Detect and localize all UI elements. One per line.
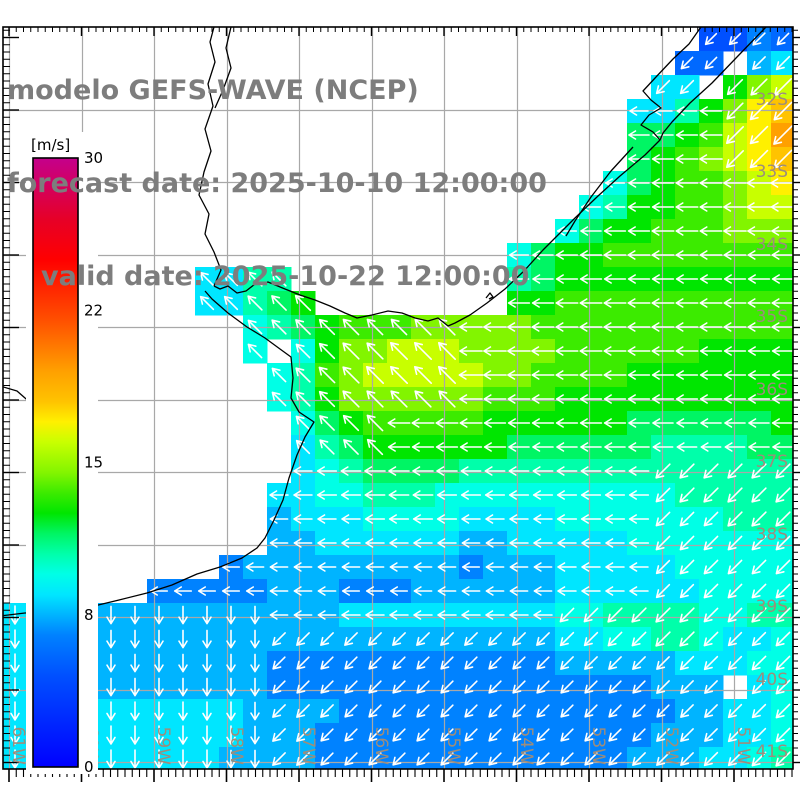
title-valid-line: valid date: 2025-10-22 12:00:00 [41,261,530,292]
mirim-line [565,146,634,237]
lat-label: 38S [756,525,788,545]
colorbar-tick-label: 0 [84,758,94,776]
title-model-line: modelo GEFS-WAVE (NCEP) [7,75,419,106]
lat-label: 41S [756,742,788,762]
lon-label: 52W [661,727,681,766]
colorbar-unit-label: [m/s] [31,136,70,154]
lon-label: 58W [226,727,246,766]
lat-label: 32S [756,90,788,110]
lon-label: 61W [8,727,28,766]
atlantic-coast [213,27,767,327]
lon-label: 51W [733,727,753,766]
islet-mark [485,292,494,300]
lat-label: 39S [756,597,788,617]
lat-label: 33S [756,162,788,182]
lat-label: 40S [756,670,788,690]
river-branch [214,27,232,109]
geo-labels-layer: 32S33S34S35S36S37S38S39S40S41S61W60W59W5… [8,90,788,765]
colorbar-tick-label: 30 [84,149,103,167]
lon-label: 55W [443,727,463,766]
south-coast [3,290,315,617]
lat-label: 34S [756,235,788,255]
lon-label: 53W [588,727,608,766]
colorbar-gradient [32,157,79,768]
colorbar-tick-label: 15 [84,454,103,472]
title-forecast-line: forecast date: 2025-10-10 12:00:00 [7,168,547,199]
lon-label: 56W [371,727,391,766]
graticule-layer [3,27,793,769]
colorbar-tick-label: 8 [84,606,94,624]
colorbar-tick-label: 22 [84,301,103,319]
lat-label: 35S [756,307,788,327]
lat-label: 37S [756,452,788,472]
axes-frame-layer [2,26,800,782]
title-block: modelo GEFS-WAVE (NCEP) forecast date: 2… [7,13,547,354]
uruguay-river [198,27,222,287]
lon-label: 54W [516,727,536,766]
colorbar-group: [m/s] 30 22 15 8 0 [26,132,103,776]
lagoon-shore [640,27,702,141]
lon-label: 59W [153,727,173,766]
lat-label: 36S [756,380,788,400]
lon-label: 57W [298,727,318,766]
coastline-layer [3,27,767,617]
